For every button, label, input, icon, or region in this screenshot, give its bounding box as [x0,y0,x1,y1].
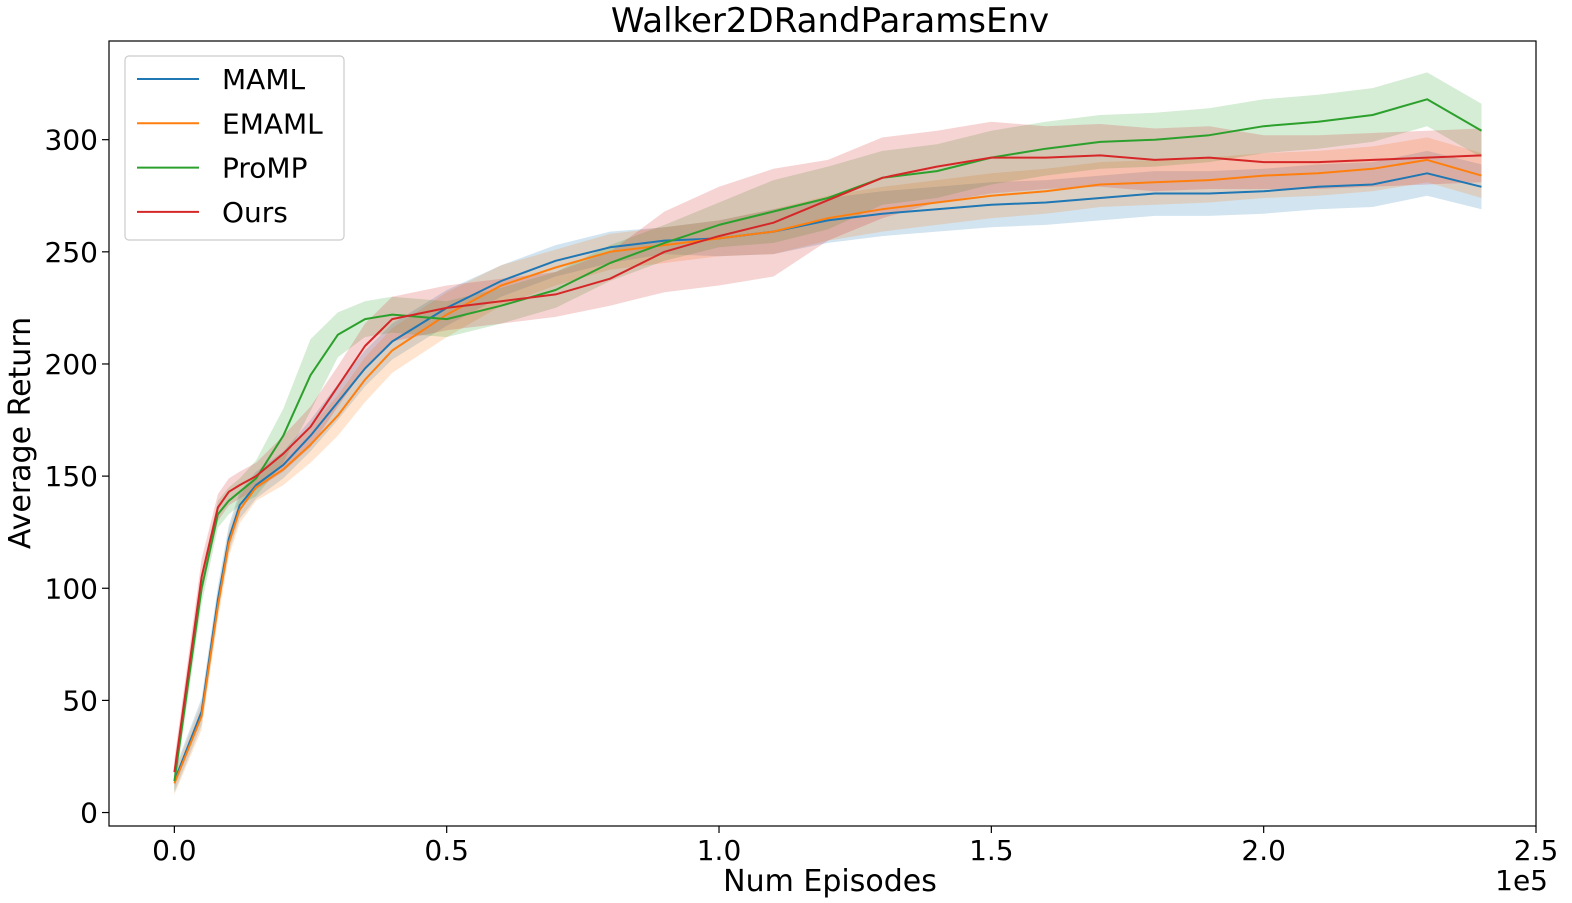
x-tick-label: 2.0 [1241,834,1286,867]
legend-label-ours: Ours [222,196,288,229]
y-tick-label: 100 [45,572,98,605]
line-maml [173,172,1482,782]
y-tick-label: 50 [62,684,98,717]
y-tick-label: 200 [45,348,98,381]
legend: MAML EMAML ProMP Ours [124,55,345,241]
x-axis-offset-label: 1e5 [1495,864,1548,897]
legend-label-emaml: EMAML [222,107,323,140]
y-axis-label: Average Return [3,317,38,549]
x-tick-label: 1.5 [969,834,1014,867]
legend-frame [124,55,345,241]
legend-label-promp: ProMP [222,152,307,185]
x-axis-ticks: 0.0 0.5 1.0 1.5 2.0 2.5 [152,826,1558,867]
legend-label-maml: MAML [222,63,305,96]
x-tick-label: 0.5 [424,834,469,867]
line-emaml [173,158,1482,784]
x-tick-label: 1.0 [697,834,742,867]
x-axis-label: Num Episodes [723,864,937,899]
x-tick-label: 2.5 [1514,834,1559,867]
y-tick-label: 0 [80,797,98,830]
chart-title: Walker2DRandParamsEnv [611,1,1049,41]
band-promp [174,72,1482,793]
y-tick-label: 300 [45,124,98,157]
line-ours [173,154,1482,773]
y-tick-label: 250 [45,236,98,269]
y-tick-label: 150 [45,460,98,493]
x-tick-label: 0.0 [152,834,197,867]
y-axis-ticks: 0 50 100 150 200 250 300 [45,124,109,830]
line-promp [173,98,1482,782]
plot-frame [108,40,1537,827]
series-lines [173,98,1482,784]
band-ours [174,121,1482,786]
